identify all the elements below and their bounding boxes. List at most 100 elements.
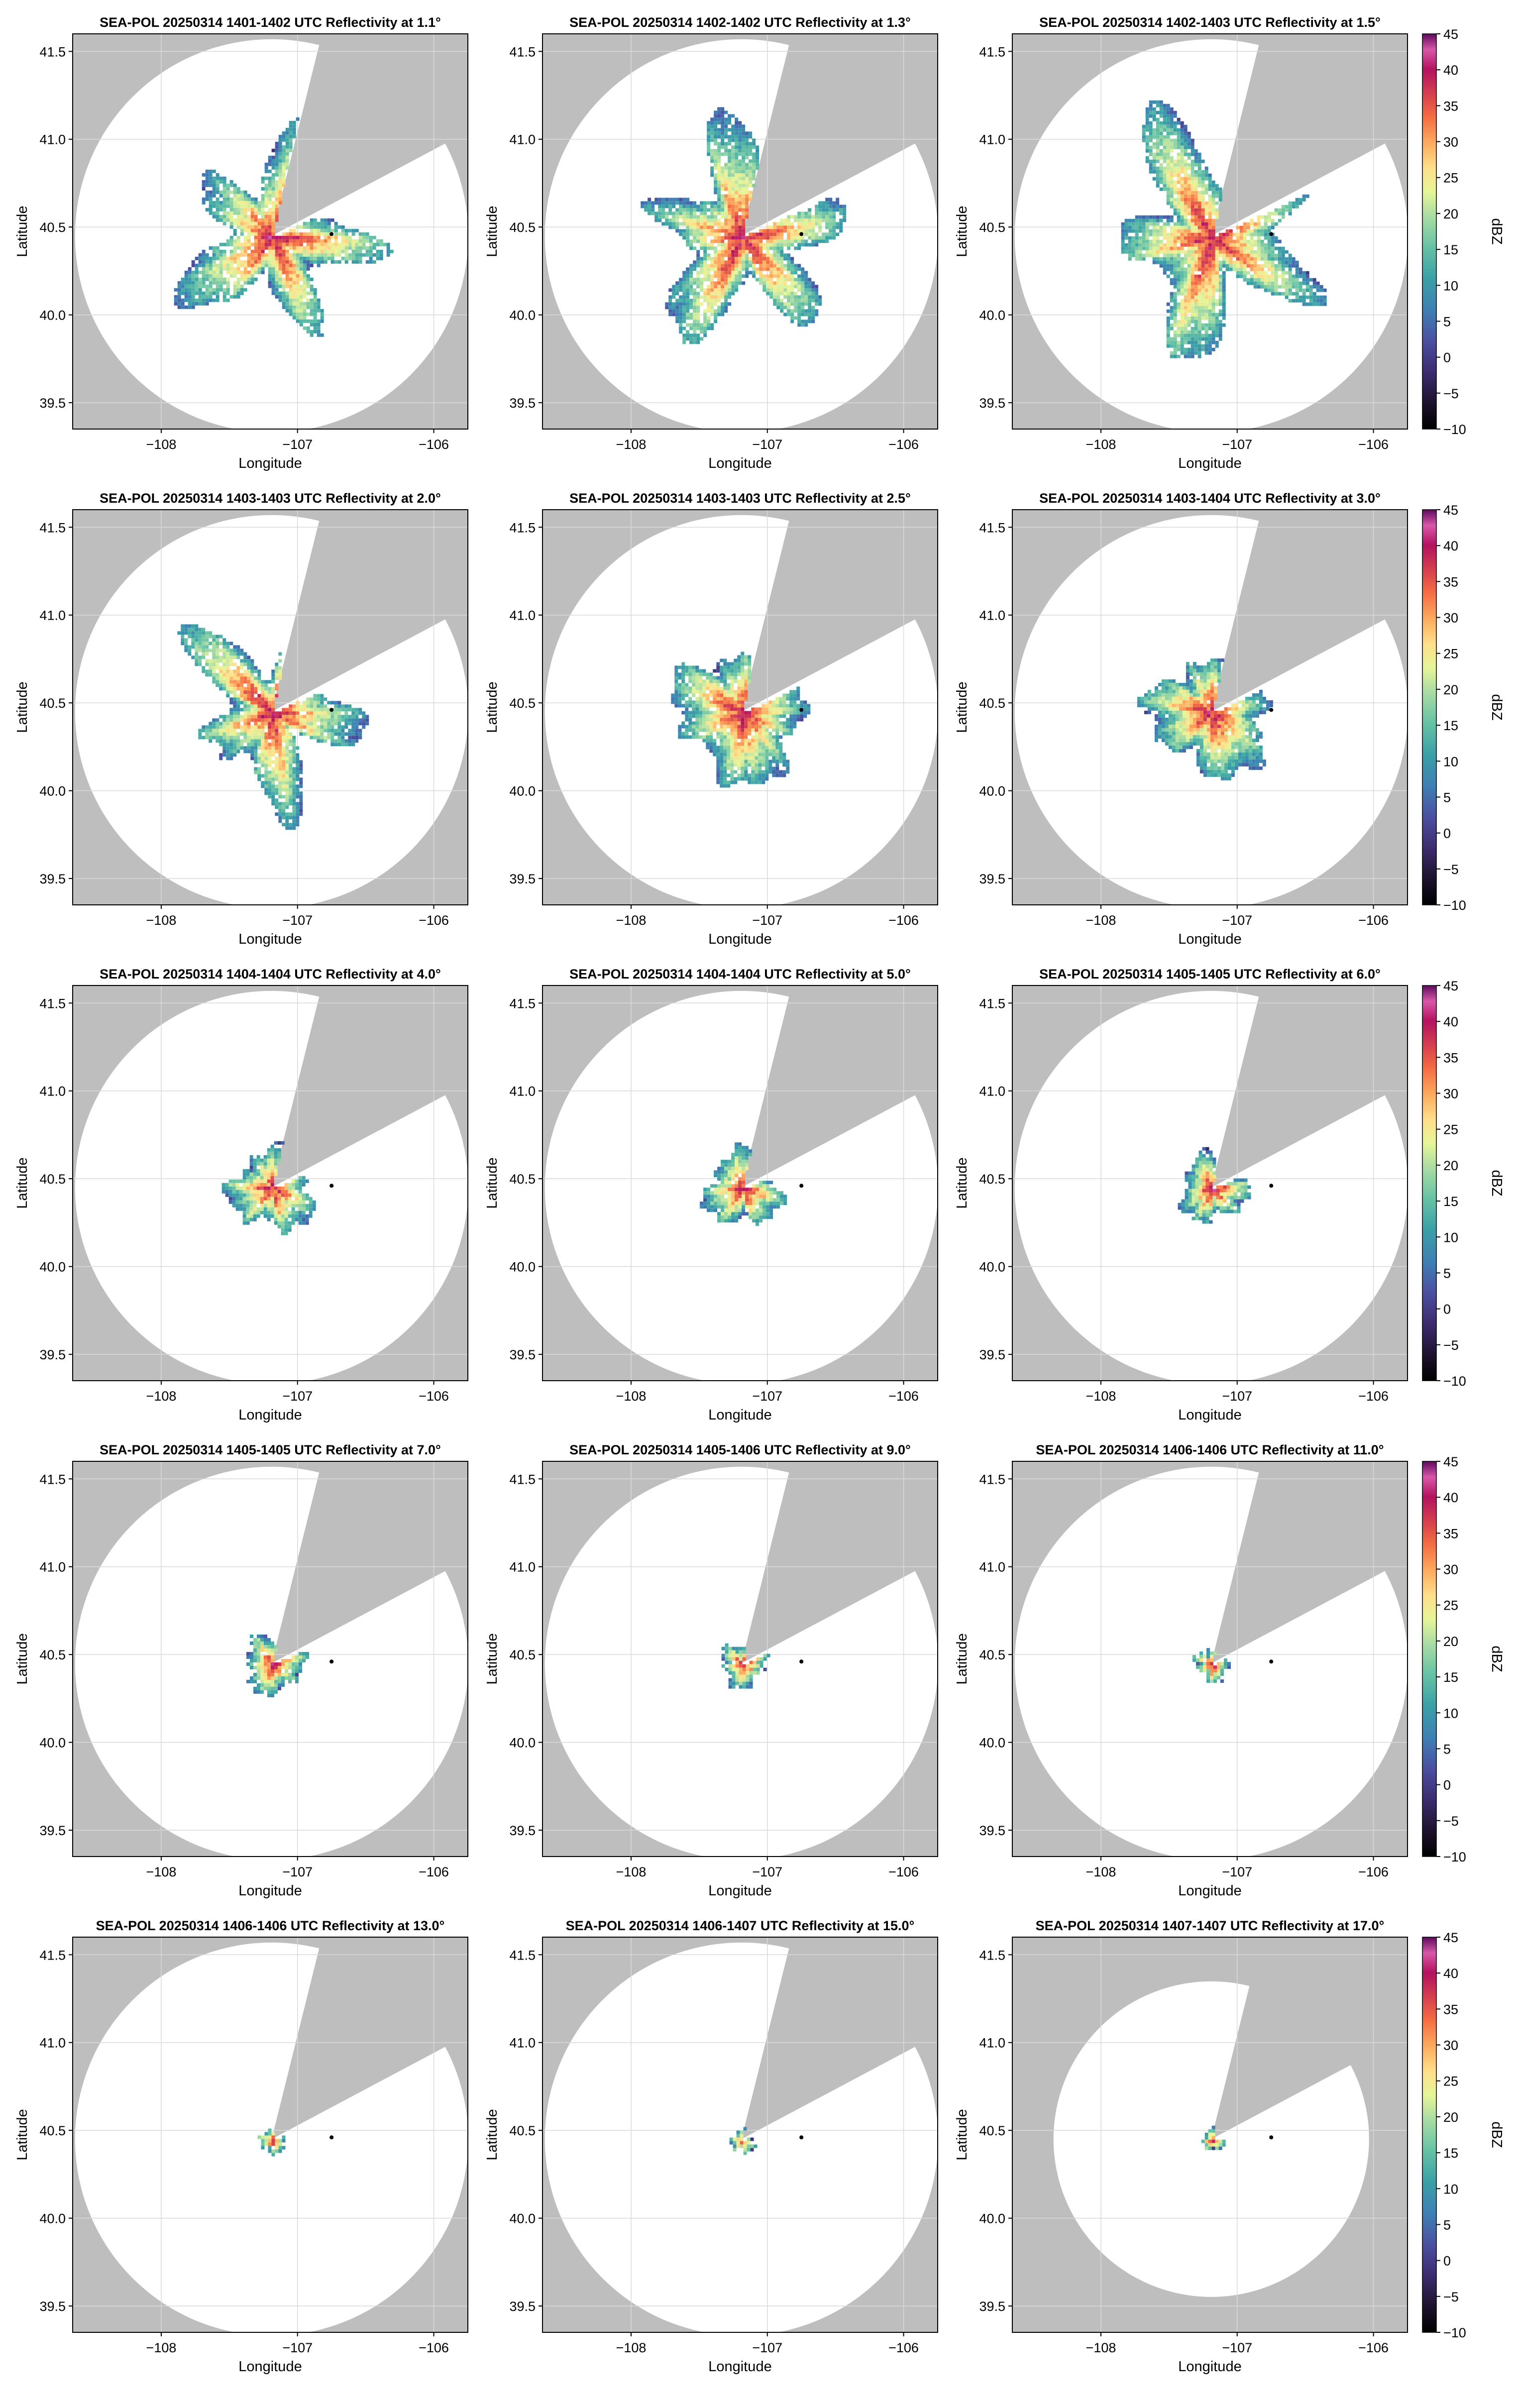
echo-pixel — [1159, 156, 1163, 160]
echo-pixel — [783, 225, 787, 229]
echo-pixel — [292, 127, 296, 131]
echo-pixel — [797, 299, 801, 303]
echo-pixel — [790, 215, 794, 219]
echo-pixel — [209, 180, 213, 184]
echo-pixel — [776, 295, 780, 299]
echo-pixel — [271, 249, 275, 253]
echo-pixel — [1170, 327, 1174, 330]
echo-pixel — [1257, 257, 1261, 261]
echo-pixel — [804, 302, 808, 306]
echo-pixel — [829, 212, 833, 216]
echo-pixel — [1194, 306, 1198, 310]
echo-pixel — [1243, 253, 1247, 257]
echo-pixel — [825, 205, 829, 209]
echo-pixel — [742, 194, 746, 198]
echo-pixel — [1173, 281, 1177, 285]
echo-pixel — [762, 232, 766, 236]
echo-pixel — [801, 229, 805, 233]
echo-pixel — [686, 292, 690, 296]
echo-pixel — [243, 239, 247, 243]
echo-pixel — [216, 673, 219, 677]
echo-pixel — [811, 288, 815, 292]
echo-pixel — [731, 285, 735, 289]
echo-pixel — [1204, 281, 1208, 285]
echo-pixel — [773, 232, 777, 236]
echo-pixel — [738, 152, 742, 156]
echo-pixel — [254, 197, 258, 201]
echo-pixel — [679, 208, 683, 212]
echo-pixel — [233, 246, 237, 250]
echo-pixel — [240, 694, 244, 698]
echo-pixel — [1156, 177, 1160, 181]
echo-pixel — [1271, 212, 1275, 216]
echo-pixel — [742, 124, 746, 128]
echo-pixel — [794, 278, 798, 282]
echo-pixel — [769, 225, 773, 229]
echo-pixel — [1191, 306, 1194, 310]
echo-pixel — [735, 281, 739, 285]
echo-pixel — [1191, 299, 1194, 303]
echo-pixel — [825, 239, 829, 243]
echo-pixel — [1191, 205, 1194, 209]
echo-pixel — [184, 288, 188, 292]
echo-pixel — [240, 197, 244, 201]
echo-pixel — [665, 205, 669, 209]
echo-pixel — [1197, 180, 1201, 184]
echo-pixel — [184, 628, 188, 632]
echo-pixel — [243, 680, 247, 684]
x-tick-label: −108 — [146, 437, 177, 452]
reflectivity-field — [641, 107, 847, 344]
echo-pixel — [222, 666, 226, 670]
echo-pixel — [1128, 246, 1132, 250]
echo-pixel — [1166, 104, 1170, 108]
echo-pixel — [216, 718, 219, 722]
echo-pixel — [1156, 236, 1160, 240]
echo-pixel — [1197, 236, 1201, 240]
echo-pixel — [330, 246, 334, 250]
echo-pixel — [1274, 236, 1278, 240]
echo-pixel — [296, 235, 300, 239]
echo-pixel — [344, 246, 348, 250]
echo-pixel — [1191, 239, 1194, 243]
echo-pixel — [1191, 159, 1194, 163]
echo-pixel — [344, 711, 348, 715]
echo-pixel — [285, 242, 289, 246]
echo-pixel — [696, 239, 700, 243]
echo-pixel — [724, 281, 728, 285]
echo-pixel — [1274, 208, 1278, 212]
echo-pixel — [749, 184, 753, 188]
echo-pixel — [1222, 302, 1226, 306]
echo-pixel — [696, 229, 700, 233]
echo-pixel — [672, 222, 676, 226]
echo-pixel — [303, 319, 307, 323]
echo-pixel — [1187, 340, 1191, 344]
echo-pixel — [714, 205, 718, 209]
echo-pixel — [714, 110, 718, 114]
echo-pixel — [243, 656, 247, 659]
echo-pixel — [811, 219, 815, 222]
echo-pixel — [1281, 267, 1285, 271]
echo-pixel — [292, 708, 296, 712]
echo-pixel — [351, 232, 355, 236]
echo-pixel — [282, 176, 286, 180]
echo-pixel — [1152, 239, 1156, 243]
echo-pixel — [1278, 219, 1282, 222]
echo-pixel — [689, 243, 693, 247]
echo-pixel — [243, 701, 247, 705]
echo-pixel — [250, 277, 254, 281]
echo-pixel — [222, 715, 226, 719]
echo-pixel — [209, 190, 213, 194]
echo-pixel — [808, 208, 812, 212]
echo-pixel — [1292, 260, 1296, 264]
echo-pixel — [769, 232, 773, 236]
echo-pixel — [1215, 264, 1219, 268]
echo-pixel — [310, 242, 314, 246]
echo-pixel — [1197, 285, 1201, 289]
echo-pixel — [1197, 327, 1201, 330]
echo-pixel — [1208, 306, 1212, 310]
echo-pixel — [769, 257, 773, 261]
echo-pixel — [728, 205, 732, 209]
echo-pixel — [773, 253, 777, 257]
echo-pixel — [236, 235, 240, 239]
echo-pixel — [285, 729, 289, 733]
